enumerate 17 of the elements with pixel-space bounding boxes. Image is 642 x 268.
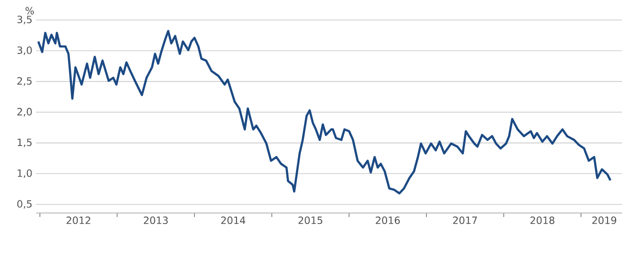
x-tick-label: 2014 xyxy=(221,216,246,224)
y-tick-label: 3,5 xyxy=(17,16,32,24)
line-series xyxy=(37,30,612,194)
x-tick-label: 2016 xyxy=(376,216,400,224)
y-tick-label: 3,0 xyxy=(17,46,32,56)
x-tick-label: 2018 xyxy=(530,216,554,224)
x-tick-label: 2012 xyxy=(66,216,90,224)
x-tick-label: 2017 xyxy=(453,216,477,224)
y-axis-title: % xyxy=(26,6,34,14)
x-tick-label: 2013 xyxy=(144,216,168,224)
y-tick-label: 1,5 xyxy=(18,138,32,148)
y-tick-label: 2,0 xyxy=(17,108,32,116)
y-tick-label: 0,5 xyxy=(17,200,32,209)
x-tick-label: 2019 xyxy=(592,216,616,224)
x-tick-label: 2015 xyxy=(298,216,322,224)
y-tick-label: 1,0 xyxy=(18,169,32,178)
y-tick-label: 2,5 xyxy=(17,77,32,86)
